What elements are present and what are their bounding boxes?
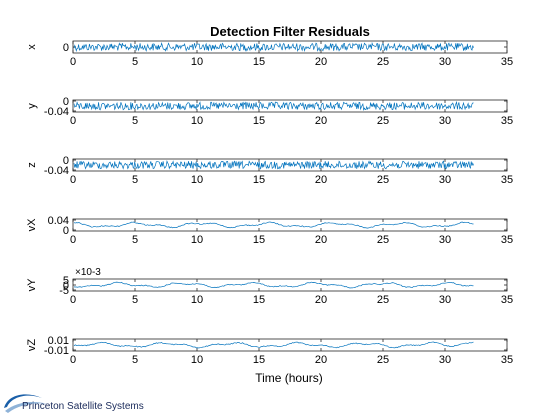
x-tick-label: 10: [191, 354, 203, 366]
y-axis-label-vY: vY: [26, 278, 38, 292]
x-tick-label: 30: [439, 115, 451, 127]
y-tick-label: 0.04: [48, 215, 69, 227]
y-exponent-label: ×10-3: [75, 267, 101, 278]
x-tick-label: 35: [501, 174, 513, 186]
axes-box-vZ: [72, 338, 508, 352]
x-tick-label: 30: [439, 294, 451, 306]
x-tick-label: 25: [377, 234, 389, 246]
x-tick-label: 15: [253, 234, 265, 246]
x-tick-label: 30: [439, 234, 451, 246]
x-tick-label: 15: [253, 354, 265, 366]
y-tick-label: 0: [63, 280, 69, 292]
x-tick-label: 35: [501, 115, 513, 127]
x-tick-label: 20: [315, 234, 327, 246]
x-tick-label: 0: [70, 56, 76, 68]
x-axis-label: Time (hours): [255, 371, 323, 385]
y-tick-label: 0: [63, 225, 69, 237]
y-tick-label: -0.04: [44, 106, 69, 118]
x-tick-label: 35: [501, 294, 513, 306]
x-tick-label: 0: [70, 354, 76, 366]
series-line-vZ: [73, 341, 474, 349]
subplot-vZ: 0 5 10 15 20 25 30 35 0.01-0.01 vZ: [26, 335, 513, 366]
axes-box-vX: [72, 218, 508, 232]
x-tick-label: 15: [253, 56, 265, 68]
y-axis-label-x: x: [26, 44, 38, 50]
logo-swoosh-light-icon: [5, 402, 48, 413]
x-tick-label: 20: [315, 174, 327, 186]
x-tick-label: 35: [501, 354, 513, 366]
y-tick-label: 0: [63, 42, 69, 54]
x-tick-label: 20: [315, 294, 327, 306]
x-tick-label: 5: [132, 294, 138, 306]
y-tick-label: -0.04: [44, 165, 69, 177]
x-tick-label: 30: [439, 354, 451, 366]
x-tick-label: 10: [191, 174, 203, 186]
x-tick-label: 0: [70, 294, 76, 306]
x-tick-label: 10: [191, 234, 203, 246]
x-tick-label: 20: [315, 115, 327, 127]
x-tick-label: 15: [253, 294, 265, 306]
y-axis-label-z: z: [26, 162, 38, 168]
axes-box-vY: [72, 278, 508, 292]
y-tick-label: -0.01: [44, 345, 69, 357]
x-tick-label: 5: [132, 354, 138, 366]
company-logo: [4, 394, 48, 413]
x-tick-label: 30: [439, 56, 451, 68]
series-line-y: [73, 100, 474, 112]
logo-swoosh-icon: [4, 394, 42, 408]
x-tick-label: 35: [501, 234, 513, 246]
axes-box-y: [72, 99, 508, 113]
y-tick-label: 5: [63, 275, 69, 287]
y-tick-label: 0: [63, 96, 69, 108]
subplot-vX: 0 5 10 15 20 25 30 35 0.040 vX: [26, 215, 513, 246]
x-tick-label: 20: [315, 354, 327, 366]
x-tick-label: 10: [191, 56, 203, 68]
series-line-x: [73, 41, 474, 53]
x-tick-label: 25: [377, 294, 389, 306]
y-axis-label-vX: vX: [26, 218, 38, 232]
x-tick-label: 5: [132, 56, 138, 68]
x-tick-label: 0: [70, 234, 76, 246]
x-tick-label: 0: [70, 115, 76, 127]
y-tick-label: -5: [59, 285, 69, 297]
x-tick-label: 20: [315, 56, 327, 68]
x-tick-label: 25: [377, 354, 389, 366]
x-tick-label: 25: [377, 174, 389, 186]
x-tick-label: 5: [132, 115, 138, 127]
x-tick-label: 10: [191, 294, 203, 306]
y-tick-label: 0: [63, 155, 69, 167]
y-axis-label-vZ: vZ: [26, 339, 38, 352]
y-tick-label: 0.01: [48, 335, 69, 347]
series-line-vX: [73, 221, 474, 229]
x-tick-label: 15: [253, 174, 265, 186]
x-tick-label: 0: [70, 174, 76, 186]
x-tick-label: 25: [377, 115, 389, 127]
subplot-y: 0 5 10 15 20 25 30 35 0-0.04 y: [26, 96, 513, 127]
x-tick-label: 15: [253, 115, 265, 127]
x-tick-label: 25: [377, 56, 389, 68]
series-line-vY: [73, 281, 474, 289]
y-axis-label-y: y: [26, 103, 38, 109]
x-tick-label: 30: [439, 174, 451, 186]
x-tick-label: 5: [132, 174, 138, 186]
chart-title: Detection Filter Residuals: [210, 24, 370, 39]
logo-text: Princeton Satellite Systems: [22, 401, 144, 412]
subplot-x: 0 5 10 15 20 25 30 35 0 x: [26, 40, 513, 68]
subplot-z: 0 5 10 15 20 25 30 35 0-0.04 z: [26, 155, 513, 186]
x-tick-label: 5: [132, 234, 138, 246]
x-tick-label: 10: [191, 115, 203, 127]
series-line-z: [73, 159, 474, 170]
x-tick-label: 35: [501, 56, 513, 68]
